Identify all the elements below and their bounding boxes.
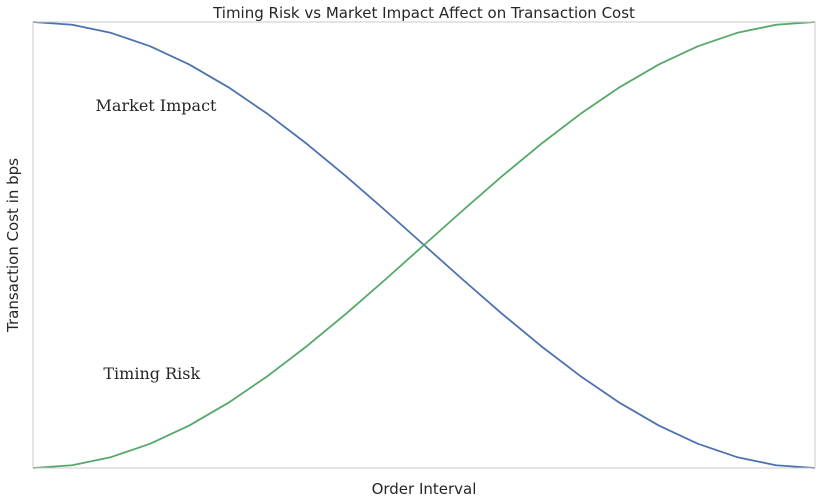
annotation-layer: Market Impact Timing Risk <box>96 96 217 383</box>
series-line-2 <box>32 21 816 469</box>
series-layer <box>32 21 816 469</box>
annotation-label-1: Market Impact <box>96 96 217 115</box>
plot-frame <box>32 21 816 469</box>
annotation-label-2: Timing Risk <box>103 364 200 383</box>
x-axis-label: Order Interval <box>372 480 477 498</box>
chart-title: Timing Risk vs Market Impact Affect on T… <box>212 4 635 22</box>
y-axis-label: Transaction Cost in bps <box>4 158 22 333</box>
